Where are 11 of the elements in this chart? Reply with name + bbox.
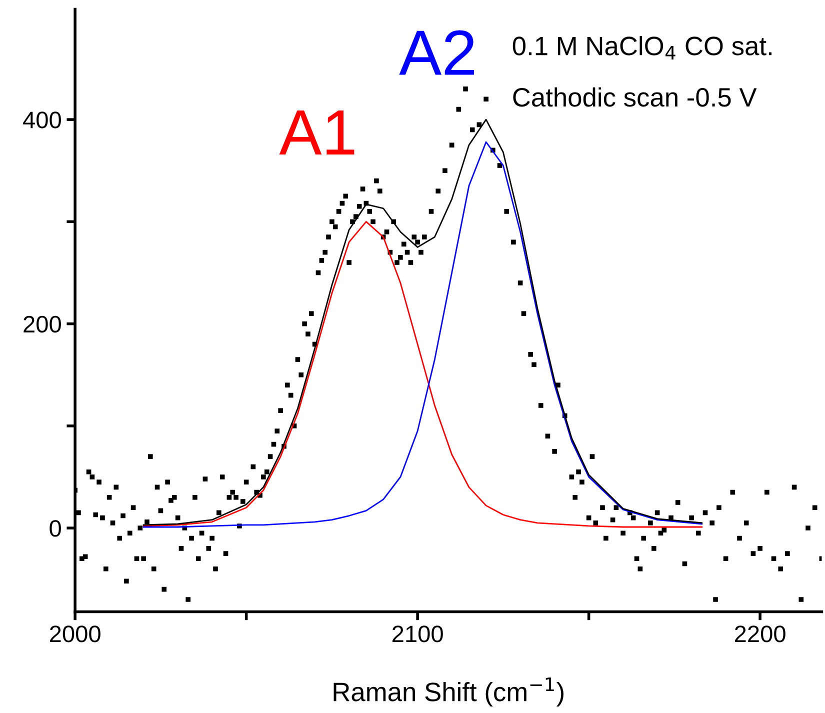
x-tick-label: 2100: [392, 626, 443, 642]
y-tick-label: 200: [24, 316, 61, 333]
y-tick-label: 0: [50, 520, 61, 537]
series-label: A1: [279, 110, 354, 154]
series-label: A2: [399, 30, 474, 75]
x-tick-label: 2000: [50, 626, 100, 642]
annotation: 0.1 M NaClO$_{4}$ CO sat.: [512, 36, 772, 60]
x-axis-title: Raman Shift (cm$^{−1}$): [334, 678, 564, 707]
x-tick-label: 2200: [734, 626, 786, 642]
y-tick-label: 400: [23, 112, 61, 128]
annotation: Cathodic scan -0.5 V: [513, 87, 757, 107]
